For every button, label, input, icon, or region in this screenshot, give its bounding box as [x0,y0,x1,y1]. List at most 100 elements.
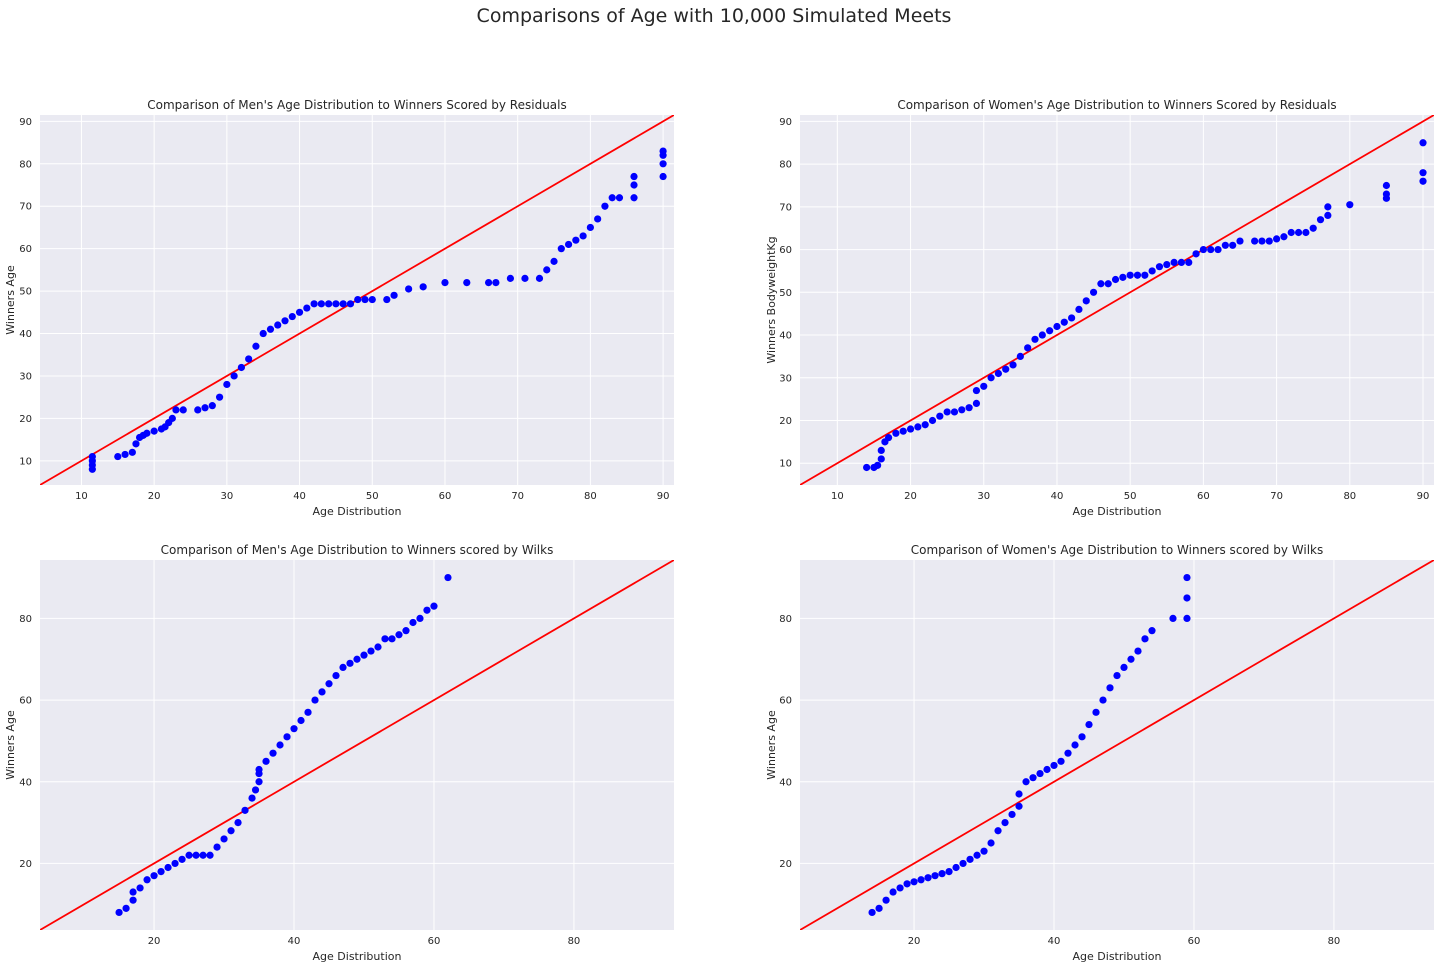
data-point [994,369,1002,378]
data-point [1111,275,1120,284]
x-tick-label: 80 [1343,491,1356,502]
data-point [938,870,946,878]
reference-line [800,560,1434,930]
y-tick-label: 80 [779,160,792,171]
data-point [143,429,151,437]
y-tick-label: 60 [19,244,32,255]
data-point [304,708,312,716]
x-tick-label: 60 [439,491,452,502]
data-point [416,614,424,622]
data-point [1031,335,1039,343]
data-point [360,651,368,659]
data-point [132,440,140,448]
y-tick-label: 20 [19,414,32,425]
data-point [361,295,369,304]
data-point [875,904,883,912]
data-point [1126,271,1134,279]
data-point [1085,720,1093,729]
data-point [463,279,471,287]
data-point [630,181,638,189]
data-point [1207,245,1215,254]
data-point [129,888,137,896]
x-axis-label: Age Distribution [1073,950,1162,963]
data-point [248,794,256,802]
data-point [1113,671,1121,680]
y-tick-label: 40 [19,777,32,788]
x-tick-label: 20 [904,491,917,502]
y-tick-label: 20 [779,859,792,870]
data-point [936,412,944,420]
data-point [579,232,587,240]
y-tick-label: 60 [19,696,32,707]
data-point [276,741,284,749]
data-point [317,300,325,308]
data-point [1119,273,1127,281]
x-tick-label: 90 [657,491,670,502]
data-point [290,725,298,733]
data-point [1022,778,1030,786]
data-point [973,851,981,859]
y-tick-label: 30 [779,373,792,384]
x-tick-label: 80 [584,491,597,502]
x-tick-label: 40 [1051,491,1064,502]
data-point [1316,216,1325,224]
data-point [419,283,427,291]
subplot-title: Comparison of Men's Age Distribution to … [161,543,554,557]
data-point [877,446,885,454]
data-point [899,427,907,435]
data-point [303,304,311,312]
data-point [1036,769,1044,778]
data-point [608,194,616,202]
data-point [1177,258,1186,267]
x-tick-label: 50 [366,491,379,502]
x-tick-label: 80 [1328,936,1341,947]
data-point [136,884,144,892]
data-point [390,291,398,299]
data-point [924,874,932,882]
data-point [1272,235,1281,243]
data-point [1127,655,1135,663]
data-point [150,427,158,435]
data-point [917,876,925,884]
data-point [1236,237,1244,245]
data-point [381,635,389,643]
data-point [1024,344,1032,352]
data-point [262,757,270,765]
data-point [1302,228,1310,237]
data-point [980,382,988,390]
data-point [1068,314,1076,322]
y-tick-label: 70 [779,202,792,213]
data-point [914,423,922,431]
subplot-title: Comparison of Men's Age Distribution to … [147,98,567,112]
data-point [266,325,275,333]
data-point [958,406,966,414]
y-axis-label: Winners Age [4,265,17,335]
data-point [1134,647,1142,655]
data-point [252,342,260,350]
data-point [1089,288,1098,296]
data-point [1064,749,1072,757]
data-point [1099,696,1107,704]
data-point [1097,280,1105,288]
data-point [325,680,333,688]
data-point [1346,201,1354,209]
y-tick-label: 10 [779,459,792,470]
reference-line [800,115,1434,485]
data-point [1148,627,1156,635]
data-point [423,606,431,614]
y-tick-label: 50 [779,288,792,299]
data-point [506,274,515,282]
data-point [1183,573,1191,582]
plot-area: 20 40 60 80 20 40 60 80 [779,560,1434,947]
data-point [1163,260,1171,269]
x-tick-label: 40 [293,491,306,502]
data-point [194,406,202,414]
data-point [255,778,263,786]
data-point [206,851,214,859]
data-point [122,904,130,912]
data-point [1324,203,1332,211]
data-point [234,818,242,827]
data-point [346,659,354,667]
data-point [288,312,296,321]
x-axis-label: Age Distribution [313,505,402,518]
